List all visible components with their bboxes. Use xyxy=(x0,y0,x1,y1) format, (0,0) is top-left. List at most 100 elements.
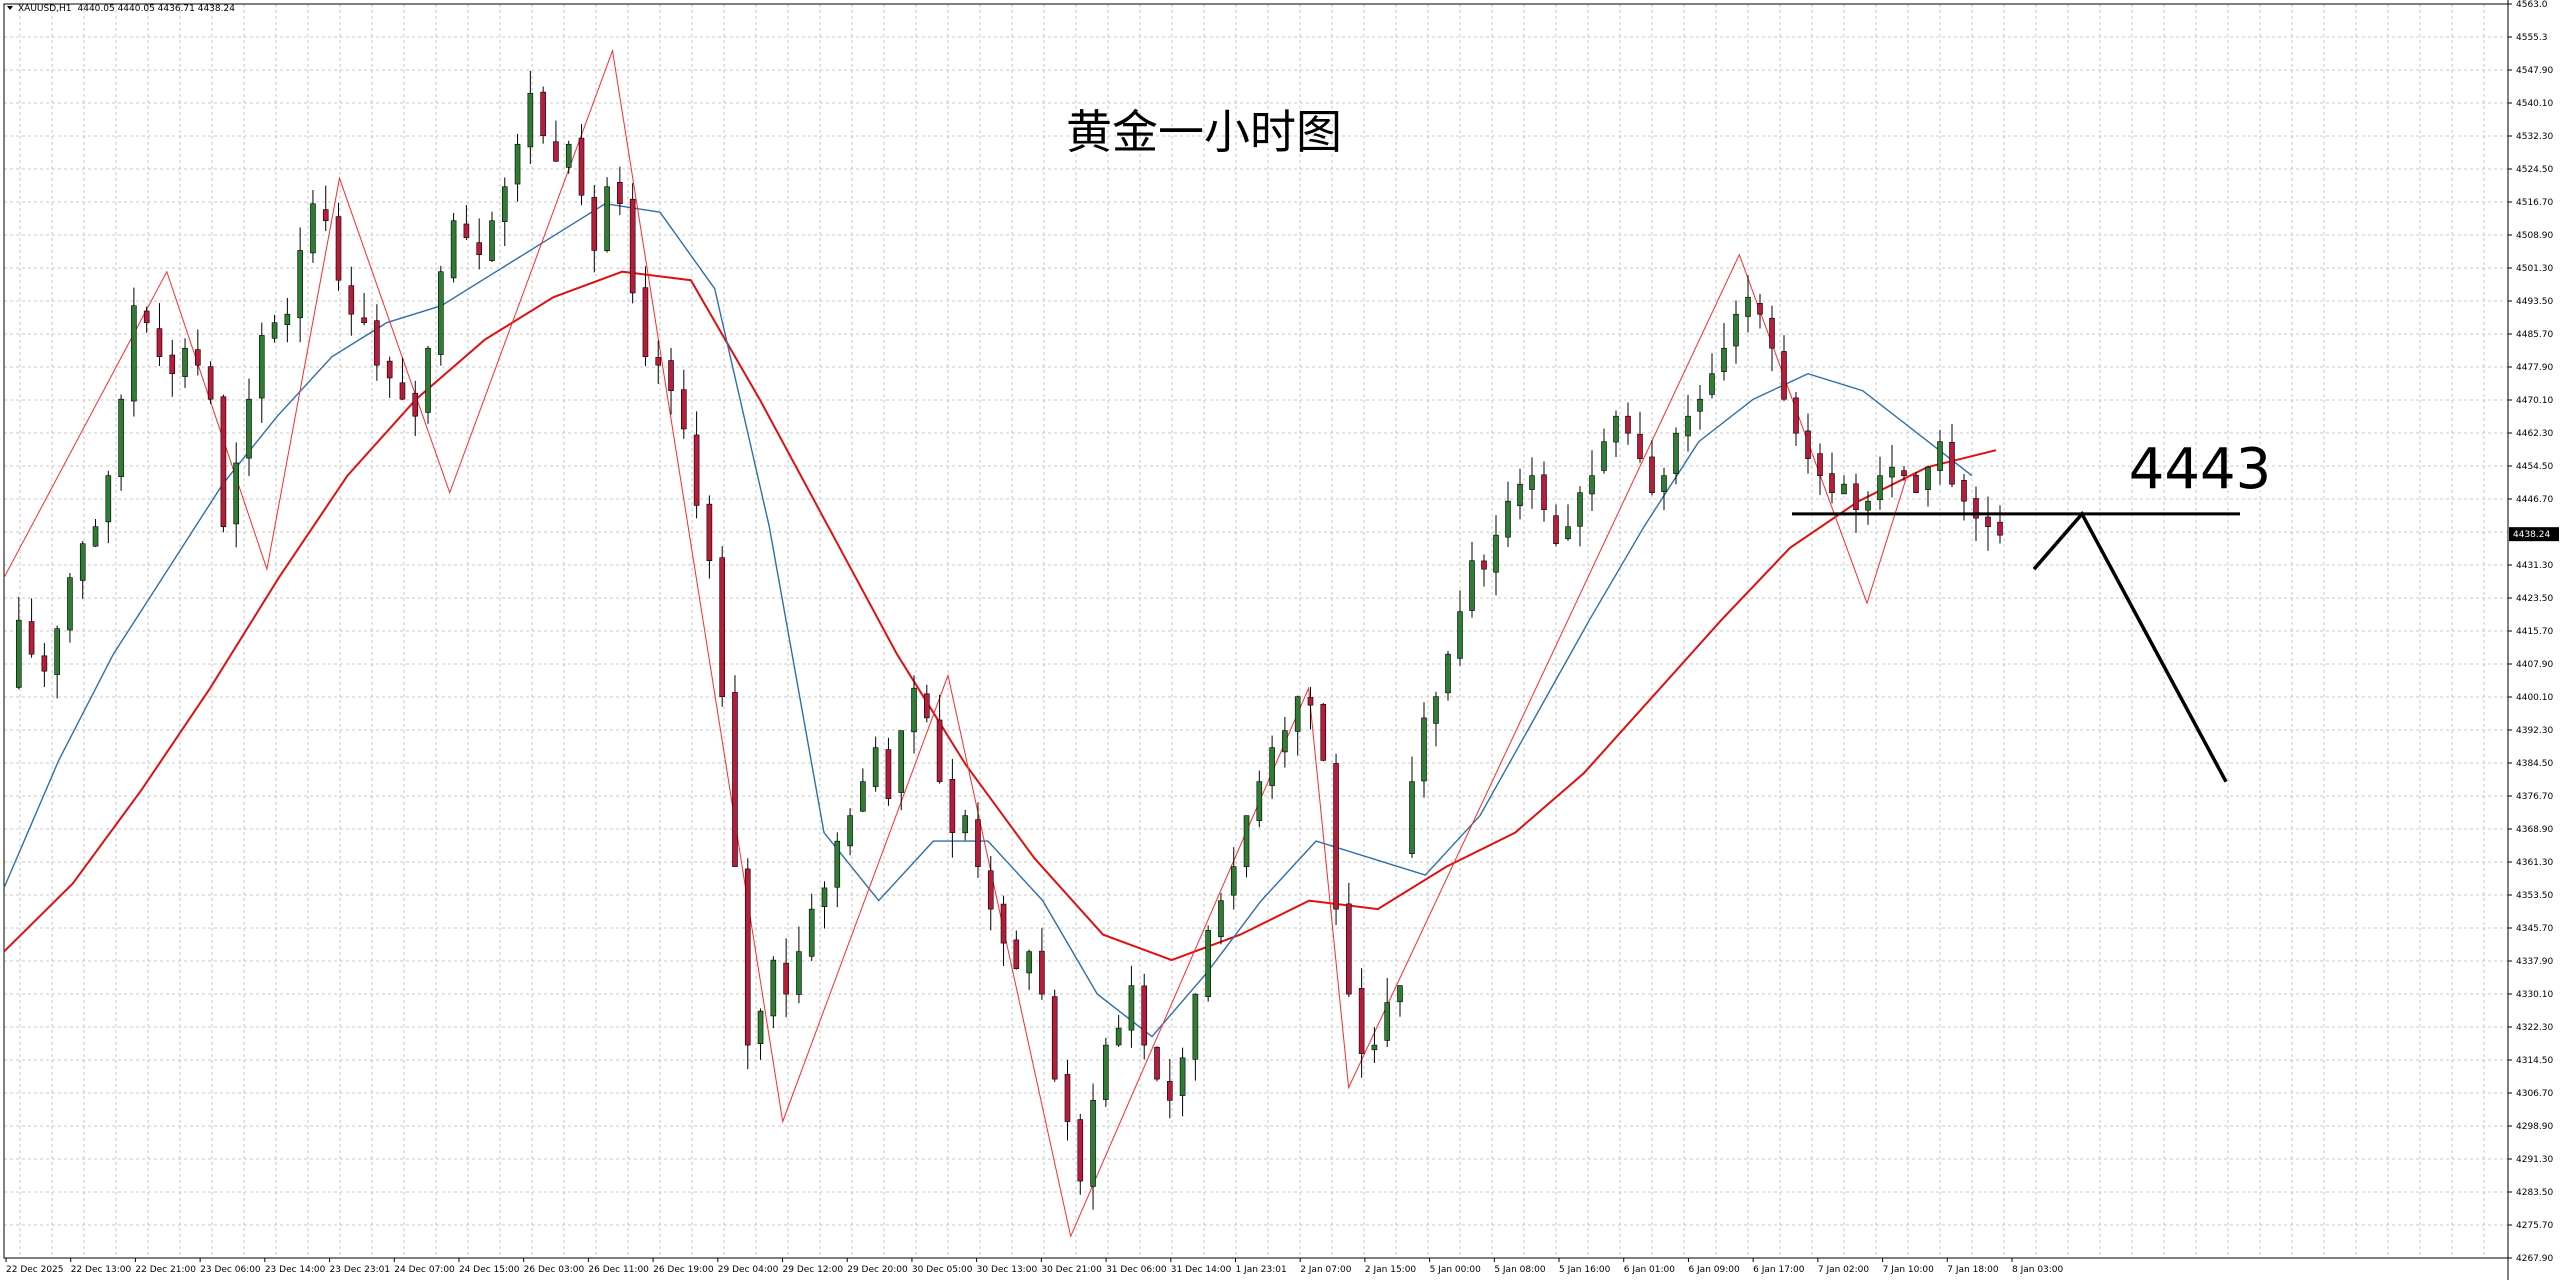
candle-body xyxy=(131,305,137,402)
candle-body xyxy=(412,392,419,417)
candle-body xyxy=(41,655,48,672)
price-tick-label: 4345.70 xyxy=(2516,924,2553,934)
price-tick-label: 4493.50 xyxy=(2516,297,2553,307)
candle-body xyxy=(770,959,777,1017)
price-tick-label: 4555.3 xyxy=(2516,33,2548,43)
candle-body xyxy=(1307,697,1314,706)
time-axis[interactable]: 22 Dec 2025 22 Dec 13:00 22 Dec 21:00 23 De… xyxy=(5,1258,2064,1275)
current-price-tag xyxy=(2509,527,2559,542)
price-tick-label: 4540.10 xyxy=(2516,99,2553,109)
candle-body xyxy=(1333,763,1339,910)
price-tick-label: 4384.50 xyxy=(2516,759,2553,769)
candle-body xyxy=(1481,560,1487,570)
candle-body xyxy=(1997,521,2003,536)
candle-body xyxy=(1039,950,1045,995)
price-tick-label: 4283.50 xyxy=(2516,1188,2553,1198)
candle-body xyxy=(1973,498,1979,519)
time-tick-label: 22 Dec 21:00 xyxy=(135,1265,196,1275)
candle-body xyxy=(1192,993,1199,1060)
candle-body xyxy=(399,382,406,400)
candle-body xyxy=(450,220,457,279)
candle-body xyxy=(821,887,828,908)
price-axis[interactable]: 4563.0 4555.3 4547.90 4540.10 4532.30 4524.50… xyxy=(2507,0,2559,1280)
candle-body xyxy=(1793,397,1799,434)
time-tick-label: 30 Dec 21:00 xyxy=(1041,1265,1102,1275)
candle-body xyxy=(1115,1027,1122,1046)
price-tick-label: 4431.30 xyxy=(2516,561,2553,571)
candle-body xyxy=(438,271,444,355)
candle-body xyxy=(1154,1046,1160,1080)
candle-body xyxy=(885,749,892,799)
candle-body xyxy=(1371,1044,1378,1051)
time-tick-label: 7 Jan 10:00 xyxy=(1883,1265,1935,1275)
candle-body xyxy=(706,503,713,561)
candle-body xyxy=(744,868,751,1046)
time-tick-label: 5 Jan 08:00 xyxy=(1494,1265,1546,1275)
candle-body xyxy=(834,840,841,888)
candle-body xyxy=(425,347,431,413)
candle-body xyxy=(1769,317,1775,349)
time-tick-label: 23 Dec 06:00 xyxy=(200,1265,261,1275)
candle-body xyxy=(1565,526,1571,540)
candle-body xyxy=(386,360,393,379)
candle-body xyxy=(143,310,150,324)
symbol-ohlc: XAUUSD,H1 4440.05 4440.05 4436.71 4438.24 xyxy=(18,4,235,14)
time-tick-label: 22 Dec 2025 xyxy=(6,1265,64,1275)
time-tick-label: 7 Jan 02:00 xyxy=(1818,1265,1870,1275)
candle-body xyxy=(1661,475,1667,492)
candle-body xyxy=(271,322,278,339)
candle-body xyxy=(335,216,342,281)
candle-body xyxy=(1026,951,1032,974)
price-tick-label: 4376.70 xyxy=(2516,792,2553,802)
time-tick-label: 26 Dec 19:00 xyxy=(653,1265,714,1275)
price-tick-label: 4516.70 xyxy=(2516,198,2553,208)
price-tick-label: 4462.30 xyxy=(2516,429,2553,439)
candle-body xyxy=(655,357,662,366)
price-tick-label: 4477.90 xyxy=(2516,363,2553,373)
time-tick-label: 6 Jan 09:00 xyxy=(1688,1265,1740,1275)
candle-body xyxy=(681,389,687,430)
candle-body xyxy=(719,557,725,697)
candle-body xyxy=(668,360,674,391)
time-tick-label: 29 Dec 20:00 xyxy=(847,1265,908,1275)
price-tick-label: 4563.0 xyxy=(2516,0,2548,10)
price-tick-label: 4532.30 xyxy=(2516,132,2553,142)
candle-body xyxy=(1445,653,1451,694)
time-tick-label: 22 Dec 13:00 xyxy=(71,1265,132,1275)
candle-body xyxy=(258,335,265,399)
candle-body xyxy=(872,747,879,787)
candle-body xyxy=(463,223,470,239)
candle-body xyxy=(220,396,227,527)
candle-body xyxy=(565,143,572,168)
candle-body xyxy=(553,141,559,162)
candle-body xyxy=(156,328,163,358)
candle-body xyxy=(1493,534,1499,573)
candle-body xyxy=(1505,500,1511,538)
dropdown-triangle-icon[interactable] xyxy=(7,6,13,10)
candle-body xyxy=(617,181,623,205)
price-tick-label: 4291.30 xyxy=(2516,1155,2553,1165)
candle-body xyxy=(476,242,482,256)
candle-body xyxy=(1205,930,1211,998)
level-label: 4443 xyxy=(2129,437,2272,502)
candle-body xyxy=(1166,1080,1173,1101)
price-tick-label: 4547.90 xyxy=(2516,66,2553,76)
time-tick-label: 31 Dec 06:00 xyxy=(1106,1265,1167,1275)
candle-body xyxy=(1949,442,1955,485)
time-tick-label: 5 Jan 16:00 xyxy=(1559,1265,1611,1275)
candle-body xyxy=(962,815,968,834)
price-tick-label: 4454.50 xyxy=(2516,462,2553,472)
price-tick-label: 4400.10 xyxy=(2516,693,2553,703)
candle-body xyxy=(322,209,329,222)
candle-body xyxy=(629,198,636,294)
time-tick-label: 26 Dec 03:00 xyxy=(524,1265,585,1275)
candle-body xyxy=(1358,988,1365,1054)
candle-body xyxy=(1433,696,1439,724)
time-tick-label: 26 Dec 11:00 xyxy=(588,1265,649,1275)
zigzag-line xyxy=(3,48,1908,1238)
candle-body xyxy=(1269,747,1275,786)
candle-body xyxy=(783,962,789,995)
time-tick-label: 23 Dec 23:01 xyxy=(330,1265,391,1275)
candle-body xyxy=(898,730,905,793)
